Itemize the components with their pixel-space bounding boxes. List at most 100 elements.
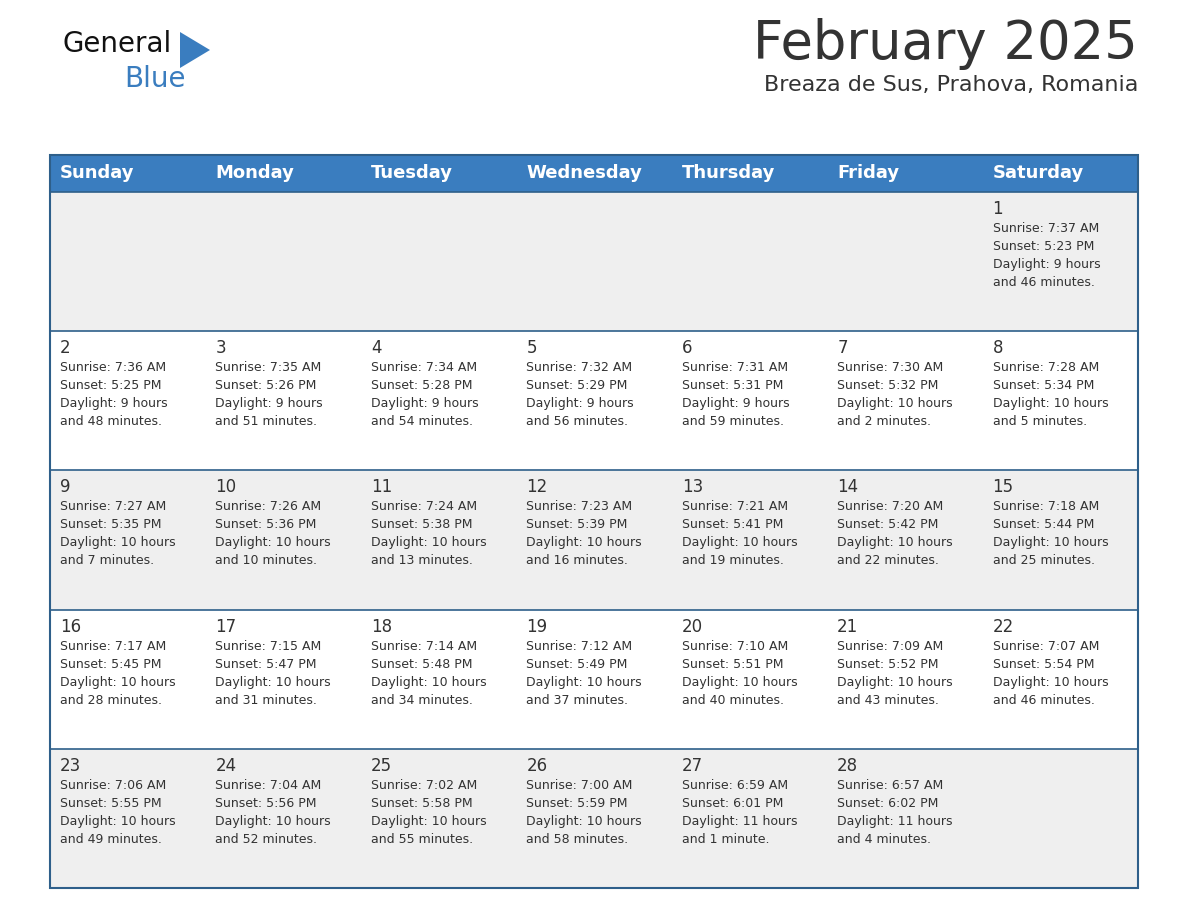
Text: Sunset: 6:02 PM: Sunset: 6:02 PM: [838, 797, 939, 810]
Text: Sunset: 5:44 PM: Sunset: 5:44 PM: [992, 519, 1094, 532]
Text: and 56 minutes.: and 56 minutes.: [526, 415, 628, 428]
Text: Daylight: 10 hours: Daylight: 10 hours: [371, 536, 486, 549]
Text: and 52 minutes.: and 52 minutes.: [215, 833, 317, 845]
Text: Daylight: 9 hours: Daylight: 9 hours: [682, 397, 789, 410]
Text: 1: 1: [992, 200, 1003, 218]
Bar: [50, 470, 1138, 610]
Text: Sunset: 5:39 PM: Sunset: 5:39 PM: [526, 519, 627, 532]
Text: and 59 minutes.: and 59 minutes.: [682, 415, 784, 428]
Text: 11: 11: [371, 478, 392, 497]
Text: Sunset: 5:49 PM: Sunset: 5:49 PM: [526, 657, 627, 671]
Text: Sunset: 5:41 PM: Sunset: 5:41 PM: [682, 519, 783, 532]
Polygon shape: [181, 32, 210, 68]
Text: Daylight: 10 hours: Daylight: 10 hours: [526, 676, 642, 688]
Text: Sunrise: 7:28 AM: Sunrise: 7:28 AM: [992, 361, 1099, 375]
Text: and 31 minutes.: and 31 minutes.: [215, 694, 317, 707]
Text: Sunset: 5:55 PM: Sunset: 5:55 PM: [61, 797, 162, 810]
Text: and 46 minutes.: and 46 minutes.: [992, 694, 1094, 707]
Text: and 43 minutes.: and 43 minutes.: [838, 694, 939, 707]
Text: Sunset: 5:48 PM: Sunset: 5:48 PM: [371, 657, 473, 671]
Text: 14: 14: [838, 478, 858, 497]
Text: Daylight: 10 hours: Daylight: 10 hours: [371, 676, 486, 688]
Text: General: General: [62, 30, 171, 58]
Text: Blue: Blue: [124, 65, 185, 93]
Text: Sunset: 5:42 PM: Sunset: 5:42 PM: [838, 519, 939, 532]
Text: Sunrise: 6:57 AM: Sunrise: 6:57 AM: [838, 778, 943, 792]
Text: Daylight: 10 hours: Daylight: 10 hours: [371, 815, 486, 828]
Text: Friday: Friday: [838, 164, 899, 183]
Text: and 55 minutes.: and 55 minutes.: [371, 833, 473, 845]
Text: and 46 minutes.: and 46 minutes.: [992, 276, 1094, 289]
Text: Sunrise: 7:26 AM: Sunrise: 7:26 AM: [215, 500, 322, 513]
Text: Daylight: 10 hours: Daylight: 10 hours: [838, 397, 953, 410]
Text: and 51 minutes.: and 51 minutes.: [215, 415, 317, 428]
Text: Sunrise: 7:06 AM: Sunrise: 7:06 AM: [61, 778, 166, 792]
Text: Daylight: 10 hours: Daylight: 10 hours: [61, 536, 176, 549]
Text: Daylight: 10 hours: Daylight: 10 hours: [838, 536, 953, 549]
Text: Sunset: 5:54 PM: Sunset: 5:54 PM: [992, 657, 1094, 671]
Text: and 4 minutes.: and 4 minutes.: [838, 833, 931, 845]
Text: 5: 5: [526, 339, 537, 357]
Text: Sunday: Sunday: [61, 164, 134, 183]
Text: Sunrise: 7:07 AM: Sunrise: 7:07 AM: [992, 640, 1099, 653]
Text: Daylight: 11 hours: Daylight: 11 hours: [682, 815, 797, 828]
Text: Sunset: 5:29 PM: Sunset: 5:29 PM: [526, 379, 627, 392]
Text: Sunset: 5:52 PM: Sunset: 5:52 PM: [838, 657, 939, 671]
Text: Sunrise: 7:10 AM: Sunrise: 7:10 AM: [682, 640, 788, 653]
Text: Daylight: 10 hours: Daylight: 10 hours: [215, 676, 331, 688]
Text: Sunrise: 7:24 AM: Sunrise: 7:24 AM: [371, 500, 478, 513]
Text: Sunset: 5:28 PM: Sunset: 5:28 PM: [371, 379, 473, 392]
Text: 7: 7: [838, 339, 848, 357]
Text: Sunrise: 7:00 AM: Sunrise: 7:00 AM: [526, 778, 633, 792]
Text: Daylight: 10 hours: Daylight: 10 hours: [992, 536, 1108, 549]
Text: 23: 23: [61, 756, 81, 775]
Text: Sunset: 6:01 PM: Sunset: 6:01 PM: [682, 797, 783, 810]
Text: Sunset: 5:35 PM: Sunset: 5:35 PM: [61, 519, 162, 532]
Text: Daylight: 10 hours: Daylight: 10 hours: [992, 397, 1108, 410]
Text: Sunset: 5:45 PM: Sunset: 5:45 PM: [61, 657, 162, 671]
Bar: [517, 155, 671, 192]
Bar: [827, 155, 982, 192]
Text: Sunrise: 7:18 AM: Sunrise: 7:18 AM: [992, 500, 1099, 513]
Text: Sunrise: 7:02 AM: Sunrise: 7:02 AM: [371, 778, 478, 792]
Text: 2: 2: [61, 339, 70, 357]
Text: Saturday: Saturday: [992, 164, 1083, 183]
Text: Monday: Monday: [215, 164, 295, 183]
Text: Sunset: 5:36 PM: Sunset: 5:36 PM: [215, 519, 317, 532]
Text: Daylight: 9 hours: Daylight: 9 hours: [526, 397, 634, 410]
Text: 3: 3: [215, 339, 226, 357]
Text: 28: 28: [838, 756, 858, 775]
Text: Sunset: 5:25 PM: Sunset: 5:25 PM: [61, 379, 162, 392]
Text: Daylight: 10 hours: Daylight: 10 hours: [992, 676, 1108, 688]
Text: Sunrise: 7:23 AM: Sunrise: 7:23 AM: [526, 500, 632, 513]
Text: 19: 19: [526, 618, 548, 635]
Text: 13: 13: [682, 478, 703, 497]
Bar: [671, 155, 827, 192]
Text: 8: 8: [992, 339, 1003, 357]
Text: Sunset: 5:51 PM: Sunset: 5:51 PM: [682, 657, 783, 671]
Text: Sunrise: 7:27 AM: Sunrise: 7:27 AM: [61, 500, 166, 513]
Text: Daylight: 9 hours: Daylight: 9 hours: [992, 258, 1100, 271]
Text: 18: 18: [371, 618, 392, 635]
Text: Daylight: 10 hours: Daylight: 10 hours: [61, 815, 176, 828]
Text: Sunset: 5:38 PM: Sunset: 5:38 PM: [371, 519, 473, 532]
Text: Sunrise: 7:37 AM: Sunrise: 7:37 AM: [992, 222, 1099, 235]
Text: 17: 17: [215, 618, 236, 635]
Text: February 2025: February 2025: [753, 18, 1138, 70]
Text: and 28 minutes.: and 28 minutes.: [61, 694, 162, 707]
Text: and 13 minutes.: and 13 minutes.: [371, 554, 473, 567]
Text: and 49 minutes.: and 49 minutes.: [61, 833, 162, 845]
Text: and 37 minutes.: and 37 minutes.: [526, 694, 628, 707]
Text: and 40 minutes.: and 40 minutes.: [682, 694, 784, 707]
Text: 21: 21: [838, 618, 859, 635]
Bar: [50, 155, 1138, 888]
Text: Sunset: 5:47 PM: Sunset: 5:47 PM: [215, 657, 317, 671]
Text: Daylight: 10 hours: Daylight: 10 hours: [61, 676, 176, 688]
Text: Sunrise: 7:15 AM: Sunrise: 7:15 AM: [215, 640, 322, 653]
Text: Sunrise: 7:04 AM: Sunrise: 7:04 AM: [215, 778, 322, 792]
Text: 4: 4: [371, 339, 381, 357]
Bar: [206, 155, 361, 192]
Text: Wednesday: Wednesday: [526, 164, 643, 183]
Text: Sunrise: 6:59 AM: Sunrise: 6:59 AM: [682, 778, 788, 792]
Text: and 5 minutes.: and 5 minutes.: [992, 415, 1087, 428]
